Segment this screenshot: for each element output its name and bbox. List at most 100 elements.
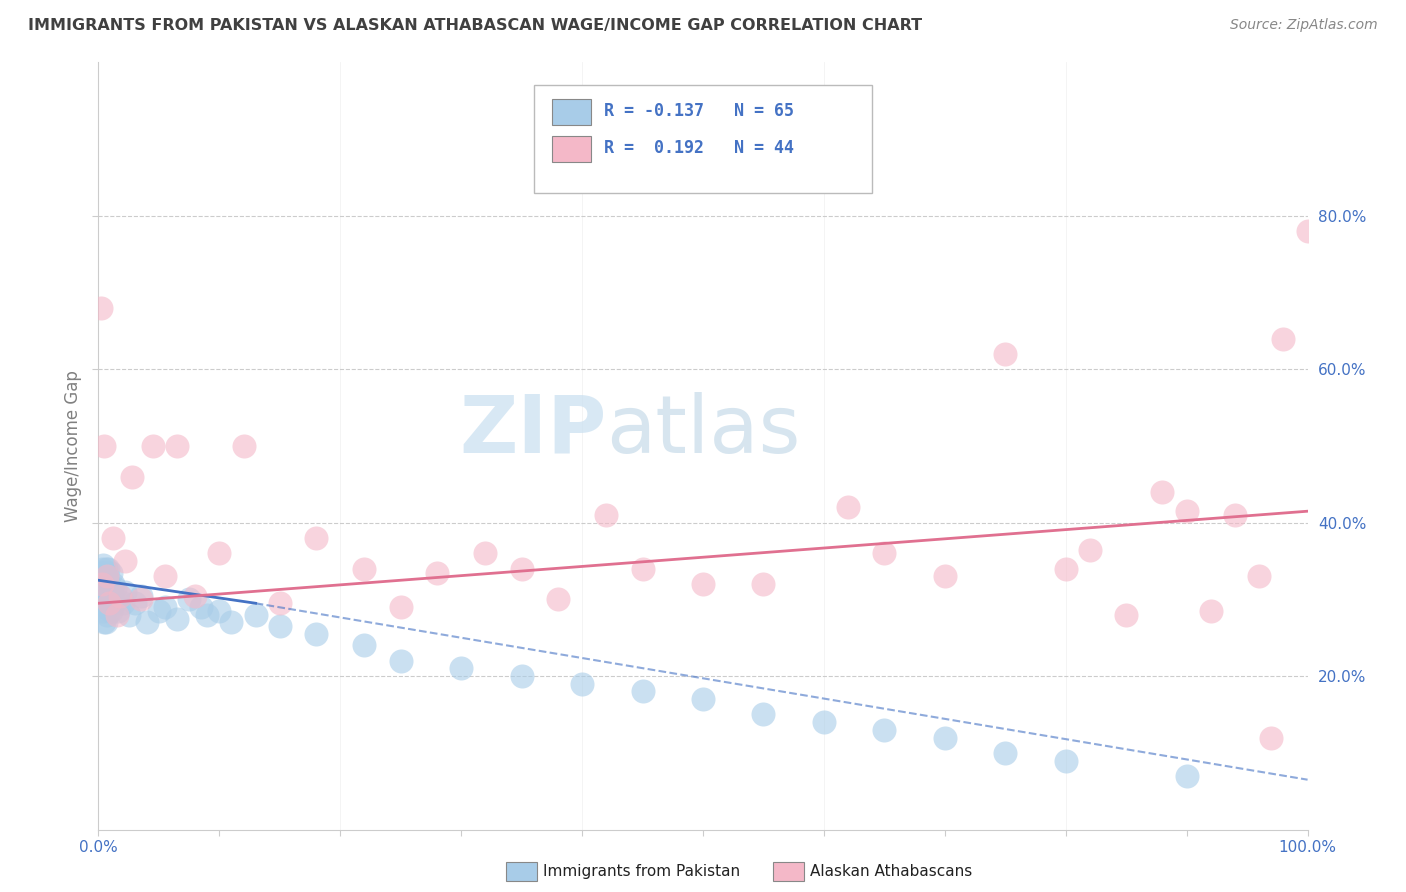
Point	[107, 604, 129, 618]
Text: Alaskan Athabascans: Alaskan Athabascans	[810, 864, 972, 879]
Point	[108, 589, 131, 603]
Point	[121, 469, 143, 483]
Point	[90, 589, 112, 603]
Point	[571, 677, 593, 691]
Point	[195, 607, 218, 622]
Point	[97, 562, 120, 576]
Point	[93, 596, 115, 610]
Point	[98, 596, 121, 610]
Point	[97, 581, 120, 595]
Point	[103, 596, 125, 610]
Point	[90, 301, 112, 315]
Point	[129, 592, 152, 607]
Bar	[551, 99, 591, 126]
Point	[100, 566, 122, 580]
Point	[108, 589, 131, 603]
Point	[389, 600, 412, 615]
Point	[269, 619, 291, 633]
Point	[1054, 754, 1077, 768]
Point	[97, 600, 120, 615]
Text: ZIP: ZIP	[458, 392, 606, 470]
Point	[994, 347, 1017, 361]
Point	[692, 692, 714, 706]
Point	[93, 615, 115, 630]
Point	[96, 607, 118, 622]
Point	[91, 604, 114, 618]
Point	[118, 607, 141, 622]
Point	[595, 508, 617, 522]
Point	[93, 581, 115, 595]
Point	[474, 546, 496, 560]
Point	[166, 439, 188, 453]
Point	[1272, 332, 1295, 346]
Point	[934, 731, 956, 745]
Point	[91, 577, 114, 591]
Point	[208, 604, 231, 618]
Point	[232, 439, 254, 453]
Point	[91, 592, 114, 607]
Point	[91, 584, 114, 599]
Y-axis label: Wage/Income Gap: Wage/Income Gap	[63, 370, 82, 522]
Point	[353, 639, 375, 653]
Point	[994, 746, 1017, 760]
Point	[94, 581, 117, 595]
Point	[752, 577, 775, 591]
Point	[90, 566, 112, 580]
Point	[184, 589, 207, 603]
Point	[269, 596, 291, 610]
Point	[305, 627, 328, 641]
Point	[1054, 562, 1077, 576]
Point	[129, 589, 152, 603]
Point	[190, 600, 212, 615]
Point	[389, 654, 412, 668]
Point	[752, 707, 775, 722]
Point	[631, 684, 654, 698]
Point	[510, 669, 533, 683]
Point	[813, 715, 835, 730]
Point	[105, 607, 128, 622]
Point	[934, 569, 956, 583]
Point	[91, 562, 114, 576]
Point	[100, 584, 122, 599]
FancyBboxPatch shape	[534, 86, 872, 193]
Point	[1078, 542, 1101, 557]
Point	[94, 600, 117, 615]
Point	[692, 577, 714, 591]
Point	[100, 604, 122, 618]
Text: IMMIGRANTS FROM PAKISTAN VS ALASKAN ATHABASCAN WAGE/INCOME GAP CORRELATION CHART: IMMIGRANTS FROM PAKISTAN VS ALASKAN ATHA…	[28, 18, 922, 33]
Point	[96, 569, 118, 583]
Point	[873, 546, 896, 560]
Point	[98, 596, 121, 610]
Point	[148, 604, 170, 618]
Point	[104, 581, 127, 595]
Point	[305, 531, 328, 545]
Point	[1175, 504, 1198, 518]
Point	[114, 584, 136, 599]
Point	[1115, 607, 1137, 622]
Point	[111, 596, 134, 610]
Point	[1296, 224, 1319, 238]
Text: Immigrants from Pakistan: Immigrants from Pakistan	[543, 864, 740, 879]
Point	[114, 554, 136, 568]
Point	[142, 439, 165, 453]
Point	[179, 592, 201, 607]
Point	[510, 562, 533, 576]
Point	[1249, 569, 1271, 583]
Point	[135, 615, 157, 630]
Bar	[551, 136, 591, 162]
Point	[208, 546, 231, 560]
Point	[547, 592, 569, 607]
Text: R =  0.192   N = 44: R = 0.192 N = 44	[603, 138, 794, 157]
Point	[124, 596, 146, 610]
Point	[96, 569, 118, 583]
Point	[1152, 485, 1174, 500]
Point	[93, 439, 115, 453]
Point	[245, 607, 267, 622]
Point	[1260, 731, 1282, 745]
Point	[1223, 508, 1246, 522]
Point	[101, 577, 124, 591]
Text: R = -0.137   N = 65: R = -0.137 N = 65	[603, 102, 794, 120]
Point	[100, 589, 122, 603]
Text: Source: ZipAtlas.com: Source: ZipAtlas.com	[1230, 18, 1378, 32]
Point	[91, 577, 114, 591]
